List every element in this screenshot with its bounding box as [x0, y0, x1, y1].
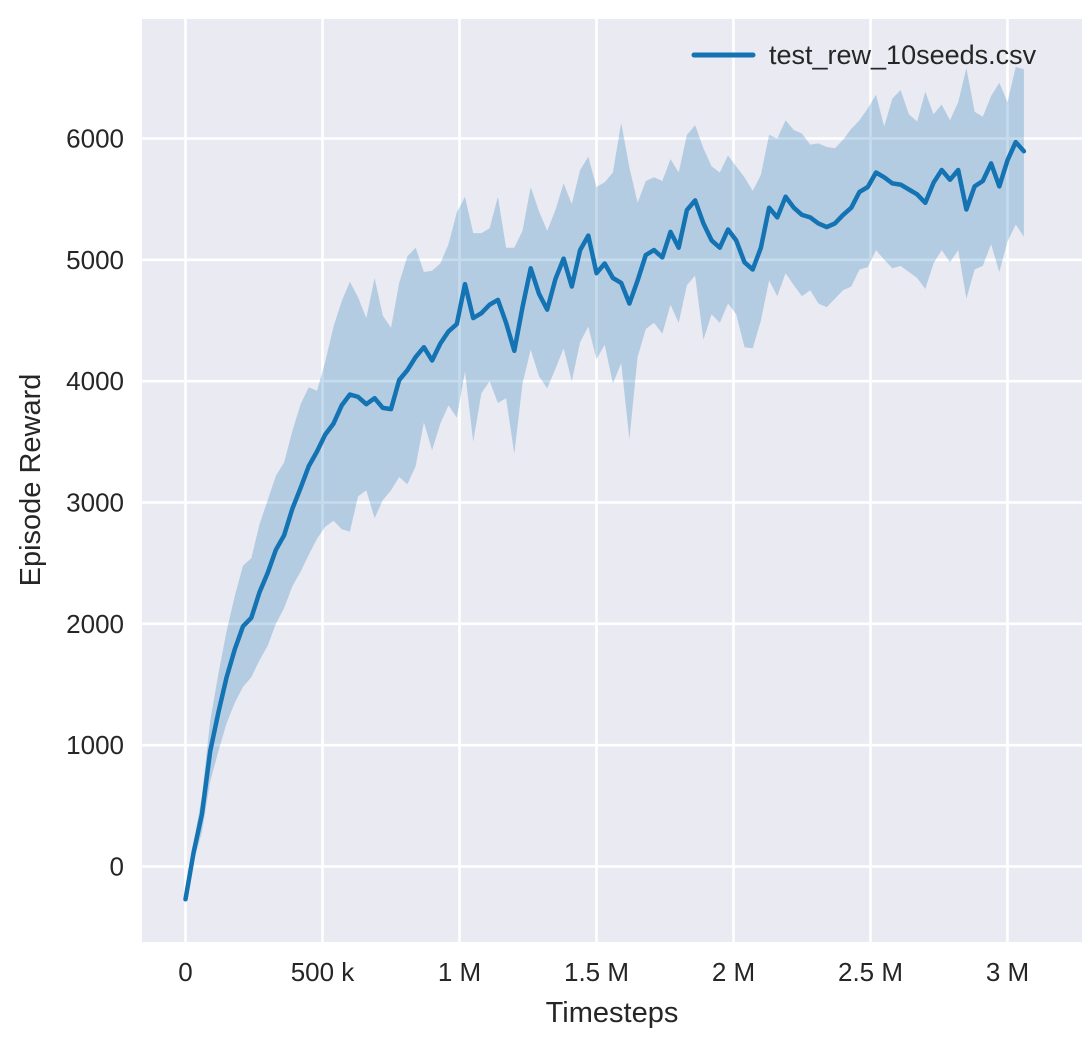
- y-tick-label: 3000: [66, 488, 124, 518]
- y-tick-label: 5000: [66, 245, 124, 275]
- mean-line: [183, 139, 1027, 902]
- plot-area: [142, 19, 1082, 942]
- x-axis-label: Timesteps: [546, 997, 679, 1029]
- x-tick-label: 1.5 M: [564, 957, 629, 987]
- y-tick-label: 6000: [66, 124, 124, 154]
- y-tick-label: 2000: [66, 609, 124, 639]
- x-tick-label: 2 M: [712, 957, 755, 987]
- y-tick-labels: 0 1000 2000 3000 4000 5000 6000: [66, 124, 124, 882]
- legend-entry-label: test_rew_10seeds.csv: [769, 40, 1037, 70]
- mean-line-path: [183, 139, 1027, 902]
- confidence-band-area: [185, 66, 1024, 902]
- y-tick-label: 1000: [66, 730, 124, 760]
- x-tick-label: 2.5 M: [838, 957, 903, 987]
- x-tick-label: 1 M: [438, 957, 481, 987]
- gridlines: [142, 19, 1082, 942]
- legend: test_rew_10seeds.csv: [691, 40, 1037, 70]
- y-axis-label: Episode Reward: [15, 374, 47, 587]
- x-tick-label: 500 k: [291, 957, 356, 987]
- x-tick-labels: 0 500 k 1 M 1.5 M 2 M 2.5 M 3 M: [178, 957, 1029, 987]
- x-tick-label: 0: [178, 957, 192, 987]
- y-tick-label: 4000: [66, 366, 124, 396]
- x-tick-label: 3 M: [986, 957, 1029, 987]
- confidence-band: [185, 66, 1024, 902]
- y-tick-label: 0: [110, 852, 124, 882]
